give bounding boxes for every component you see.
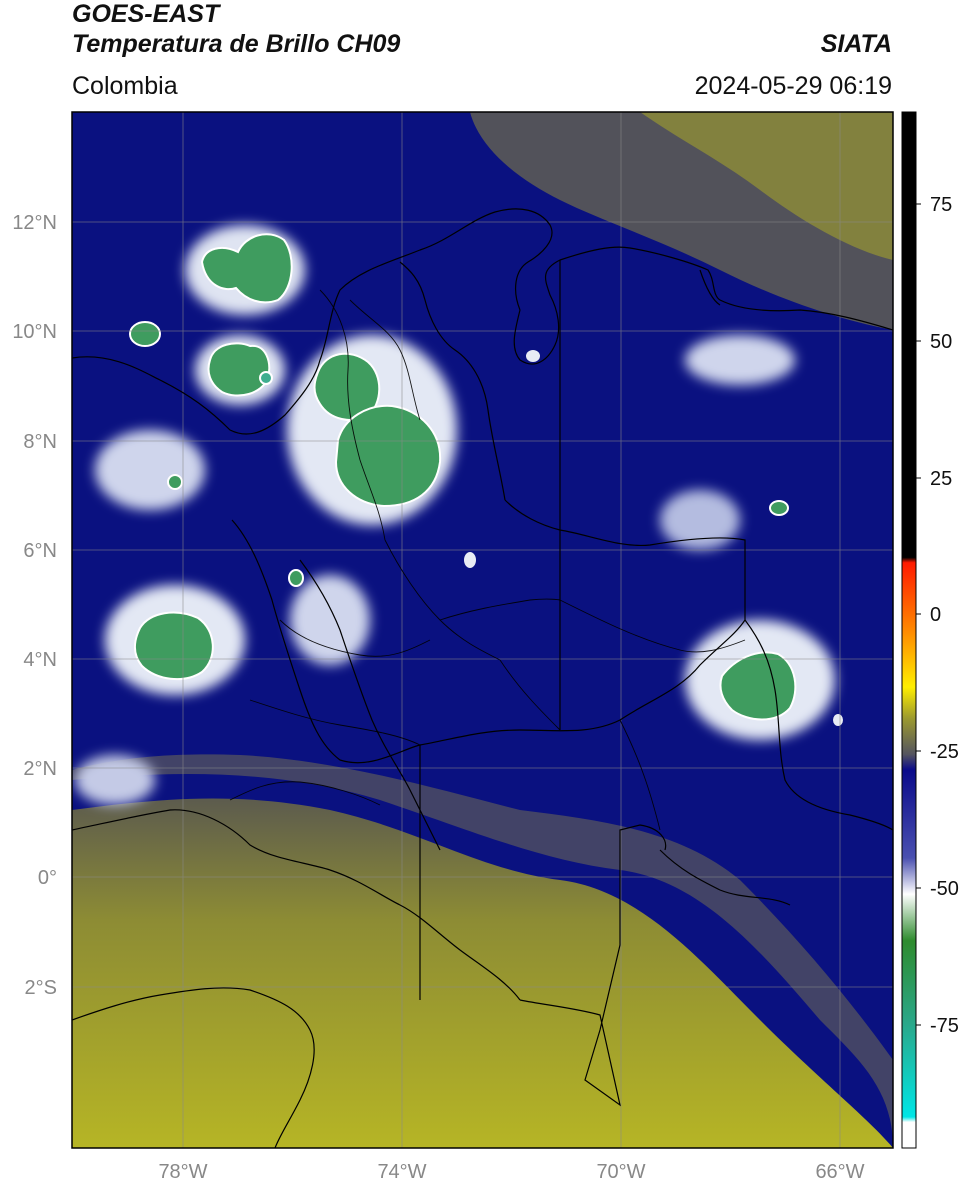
colorbar-tick-label: 50 [930,331,952,353]
warm-surface-south [72,798,893,1148]
colorbar-tick-label: 25 [930,468,952,490]
satellite-image [72,112,893,1148]
colorbar-tick-label: 0 [930,604,941,626]
lat-tick-label: 12°N [12,212,57,234]
timestamp-label: 2024-05-29 06:19 [694,72,892,100]
agency-label: SIATA [820,30,892,58]
lon-tick-labels: 78°W 74°W 70°W 66°W [158,1161,864,1183]
colorbar-tick-label: -50 [930,878,959,900]
colorbar-gradient [902,112,916,1148]
lat-tick-label: 6°N [23,540,57,562]
lat-tick-label: 0° [38,867,57,889]
lat-tick-label: 8°N [23,431,57,453]
convective-cores [129,233,843,726]
title-line-1: GOES-EAST [72,0,220,28]
graticule [72,112,893,1148]
lon-tick-label: 78°W [158,1161,207,1183]
lon-tick-label: 66°W [815,1161,864,1183]
lat-tick-labels: 12°N 10°N 8°N 6°N 4°N 2°N 0° 2°S [12,212,57,999]
lon-tick-label: 70°W [596,1161,645,1183]
title-line-2: Temperatura de Brillo CH09 [72,30,401,58]
colorbar-frame [901,111,917,1149]
colorbar-tick-label: 75 [930,194,952,216]
warm-surface-caribbean [640,112,893,260]
colorbar: 75 50 25 0 -25 -50 -75 [901,111,959,1149]
lat-tick-label: 2°S [25,977,57,999]
lat-tick-label: 10°N [12,321,57,343]
borders [72,208,893,1148]
transition-band [72,754,893,1148]
colorbar-ticks [916,203,921,1026]
map-frame [71,111,894,1149]
lat-tick-label: 2°N [23,758,57,780]
admin-boundaries [229,289,746,831]
lon-tick-label: 74°W [377,1161,426,1183]
colorbar-tick-label: -25 [930,741,959,763]
region-label: Colombia [72,72,178,100]
lat-tick-label: 4°N [23,649,57,671]
colorbar-tick-label: -75 [930,1015,959,1037]
